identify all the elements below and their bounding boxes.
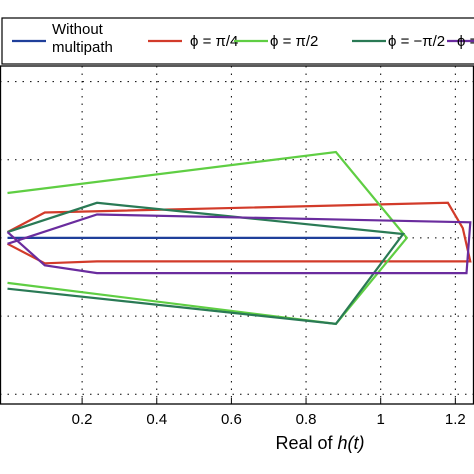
legend-label-2: ϕ = π/4 — [190, 33, 238, 50]
x-tick-label: 1 — [377, 411, 385, 428]
legend-label-1: Without multipath — [52, 21, 113, 56]
series-line-3 — [7, 150, 409, 326]
legend-label-3: ϕ = π/2 — [270, 33, 318, 50]
x-tick-label: 0.8 — [296, 411, 317, 428]
legend: Without multipath ϕ = π/4 ϕ = π/2 ϕ = −π/2 ϕ … — [1, 17, 474, 65]
x-tick-label: 0.2 — [72, 411, 93, 428]
x-tick-label: 0.6 — [221, 411, 242, 428]
legend-label-line: multipath — [52, 39, 113, 56]
x-axis-title-prefix: Real of — [275, 433, 337, 453]
legend-label-line: Without — [52, 21, 104, 38]
x-axis-title: Real of h(t) — [275, 433, 364, 453]
series-line-2 — [6, 201, 472, 265]
legend-label-5: ϕ = −π/4 — [457, 33, 474, 50]
series-lines — [6, 150, 472, 326]
legend-label-4: ϕ = −π/2 — [388, 33, 445, 50]
x-tick-label: 1.2 — [445, 411, 466, 428]
x-axis-ticks: 0.2 0.4 0.6 0.8 1 1.2 — [72, 398, 466, 428]
series-line-5 — [6, 213, 472, 275]
x-tick-label: 0.4 — [146, 411, 167, 428]
series-line-4 — [7, 201, 406, 326]
x-axis-title-variable: h(t) — [338, 433, 365, 453]
